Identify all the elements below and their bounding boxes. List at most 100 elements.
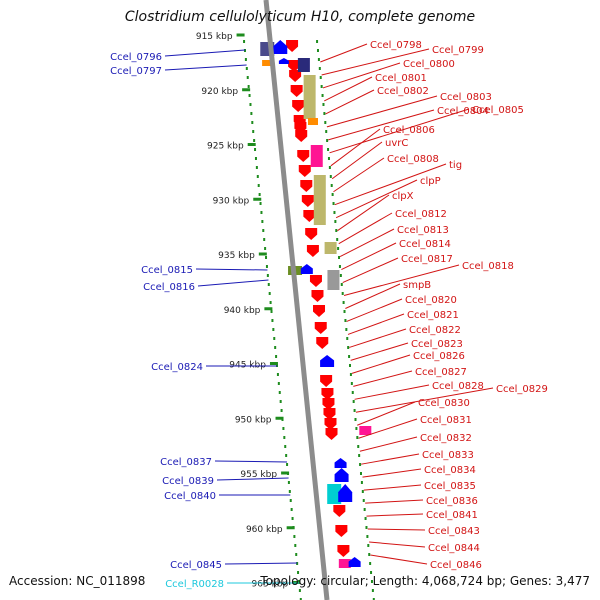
- plus-rail-dot: [329, 175, 332, 178]
- label-leader-line: [346, 298, 403, 322]
- plus-rail-dot: [334, 220, 337, 223]
- plus-gene-arrow: [316, 337, 329, 349]
- minus-gene-arrow: [338, 484, 353, 502]
- plus-gene-arrow: [314, 322, 327, 334]
- plus-rail-dot: [367, 544, 370, 547]
- tick-mark: [281, 471, 290, 475]
- minus-feature-label: Ccel_0837: [160, 457, 212, 468]
- plus-gene-arrow: [295, 130, 308, 142]
- cog-block: [327, 270, 340, 290]
- plus-feature-label: Ccel_0836: [426, 496, 478, 507]
- plus-rail-dot: [316, 49, 319, 52]
- minus-rail-dot: [291, 517, 294, 520]
- plus-feature-label: Ccel_0813: [397, 225, 449, 236]
- plus-rail-dot: [317, 58, 320, 61]
- plus-feature-label: Ccel_0831: [420, 415, 472, 426]
- plus-gene-arrow: [289, 70, 302, 82]
- plus-rail-dot: [316, 40, 319, 43]
- accession-text: Accession: NC_011898: [9, 574, 146, 588]
- label-leader-line: [341, 242, 397, 271]
- minus-rail-dot: [254, 157, 257, 160]
- plus-gene-arrow: [288, 60, 301, 72]
- plus-rail-dot: [345, 328, 348, 331]
- plus-rail-dot: [335, 229, 338, 232]
- plus-feature-label: Ccel_0830: [418, 398, 470, 409]
- label-leader-line: [334, 163, 447, 206]
- minus-rail-dot: [293, 535, 296, 538]
- tick-label: 940 kbp: [224, 306, 261, 316]
- label-leader-line: [326, 95, 438, 128]
- minus-rail-dot: [278, 391, 281, 394]
- plus-rail-dot: [325, 130, 328, 133]
- label-leader-line: [362, 468, 422, 478]
- plus-feature-label: Ccel_0844: [428, 543, 480, 554]
- plus-feature-label: Ccel_0846: [430, 560, 482, 571]
- plus-feature-label: Ccel_0841: [426, 510, 478, 521]
- plus-rail-dot: [319, 76, 322, 79]
- minus-rail-dot: [274, 346, 277, 349]
- plus-rail-dot: [332, 202, 335, 205]
- minus-rail-dot: [256, 175, 259, 178]
- plus-gene-arrow: [303, 210, 316, 222]
- tick-label: 965 kbp: [252, 580, 289, 590]
- minus-rail-dot: [247, 85, 250, 88]
- minus-feature-label: Ccel_R0028: [165, 579, 224, 590]
- minus-rail-dot: [297, 571, 300, 574]
- label-leader-line: [361, 453, 420, 465]
- plus-feature-label: Ccel_0801: [375, 73, 427, 84]
- plus-rail-dot: [339, 274, 342, 277]
- minus-rail-dot: [271, 319, 274, 322]
- label-leader-line: [197, 279, 269, 287]
- minus-rail-dot: [244, 58, 247, 61]
- plus-feature-label: Ccel_0812: [395, 209, 447, 220]
- minus-feature-label: Ccel_0796: [110, 52, 162, 63]
- label-leader-line: [224, 562, 298, 565]
- plus-rail-dot: [370, 571, 373, 574]
- minus-gene-arrow: [334, 458, 347, 468]
- cog-block: [297, 58, 310, 72]
- plus-feature-label: Ccel_0806: [383, 125, 435, 136]
- plus-gene-arrow: [301, 195, 314, 207]
- label-leader-line: [214, 460, 287, 463]
- plus-gene-arrow: [300, 180, 313, 192]
- minus-rail-dot: [280, 409, 283, 412]
- minus-rail-dot: [266, 274, 269, 277]
- plus-rail-dot: [354, 418, 357, 421]
- tick-track: 915 kbp 920 kbp 925 kbp 930 kbp 935 kbp 940 k…: [196, 32, 375, 600]
- minus-rail-dot: [254, 148, 257, 151]
- plus-gene-arrow: [311, 290, 324, 302]
- label-leader-line: [363, 484, 422, 491]
- plus-gene-arrow: [337, 545, 350, 557]
- plus-rail-dot: [351, 391, 354, 394]
- minus-rail-dot: [246, 76, 249, 79]
- label-leader-line: [337, 194, 390, 232]
- minus-gene-arrow: [348, 557, 361, 567]
- minus-rail-dot: [260, 211, 263, 214]
- plus-gene-arrow: [290, 85, 303, 97]
- minus-rail-dot: [257, 184, 260, 187]
- label-leader-line: [347, 313, 405, 335]
- plus-rail-dot: [336, 238, 339, 241]
- label-leader-line: [331, 141, 383, 180]
- plus-rail-dot: [358, 454, 361, 457]
- plus-rail-dot: [322, 103, 325, 106]
- tick-mark: [269, 362, 278, 365]
- minus-rail-dot: [295, 553, 298, 556]
- label-leader-line: [354, 384, 430, 400]
- plus-gene-arrow: [286, 40, 299, 52]
- plus-gene-arrow: [305, 228, 318, 240]
- label-leader-line: [325, 89, 375, 115]
- plus-rail-dot: [359, 472, 362, 475]
- label-leader-line: [324, 76, 373, 102]
- plus-rail-dot: [327, 148, 330, 151]
- minus-rail-dot: [264, 247, 267, 250]
- minus-rail-dot: [277, 382, 280, 385]
- minus-feature-label: Ccel_0839: [162, 476, 214, 487]
- minus-feature-label: Ccel_0845: [170, 560, 222, 571]
- plus-gene-arrow: [323, 408, 336, 420]
- plus-rail-dot: [355, 427, 358, 430]
- minus-rail-dot: [265, 256, 268, 259]
- plus-feature-label: Ccel_0834: [424, 465, 476, 476]
- plus-feature-label: Ccel_0817: [401, 254, 453, 265]
- plus-gene-arrow: [335, 525, 348, 537]
